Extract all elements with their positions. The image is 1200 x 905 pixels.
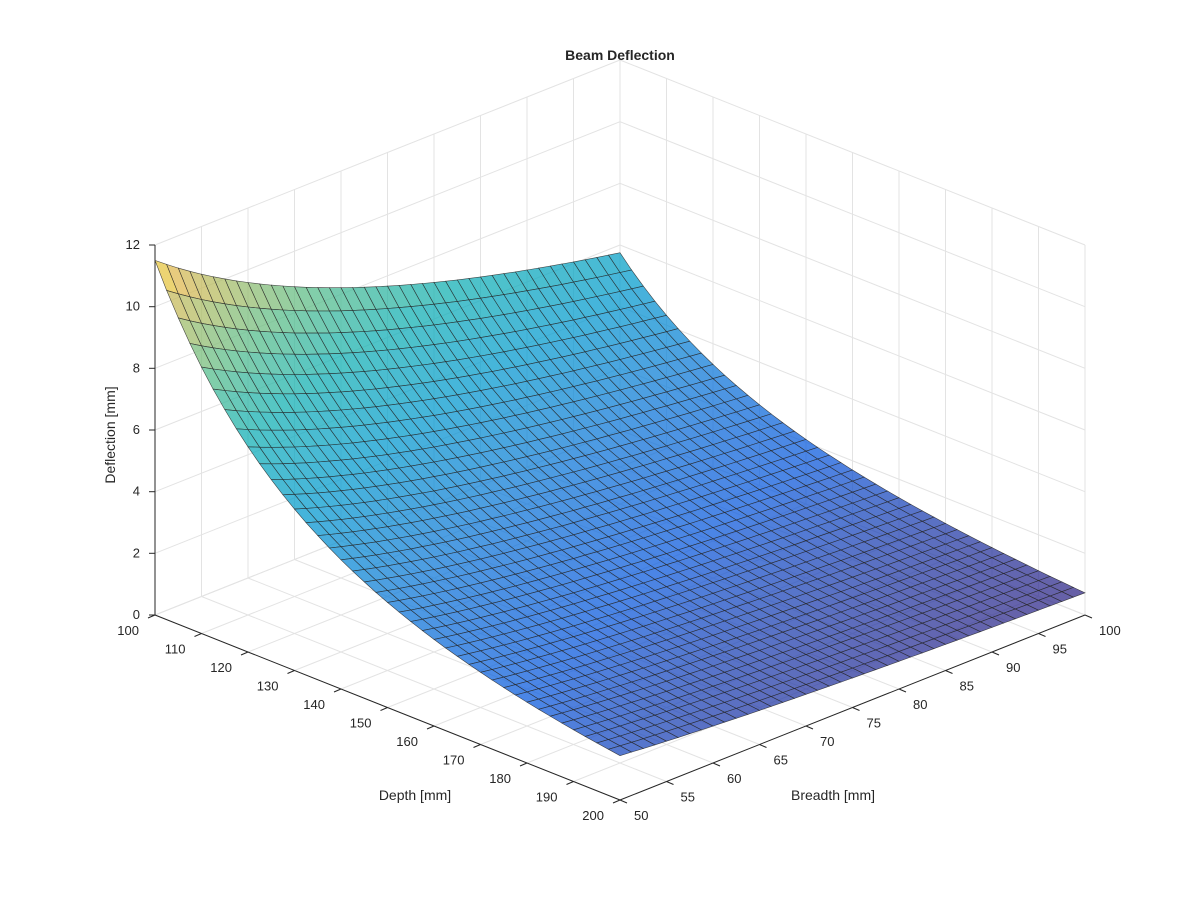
y-tick-mark xyxy=(194,633,202,637)
x-tick-label: 60 xyxy=(727,771,741,786)
x-tick-label: 95 xyxy=(1053,642,1067,657)
x-tick-label: 50 xyxy=(634,808,648,823)
y-tick-label: 130 xyxy=(257,679,279,694)
y-tick-mark xyxy=(566,781,574,785)
y-tick-label: 190 xyxy=(536,790,558,805)
y-tick-mark xyxy=(333,688,342,693)
x-tick-mark xyxy=(666,781,674,785)
y-axis-title: Depth [mm] xyxy=(379,787,451,803)
z-tick-label: 0 xyxy=(133,607,140,622)
y-tick-mark xyxy=(426,725,435,730)
wall-grid-z xyxy=(154,121,621,308)
x-tick-mark xyxy=(759,744,767,748)
y-tick-mark xyxy=(287,670,295,674)
x-tick-mark xyxy=(991,651,1000,656)
x-tick-label: 65 xyxy=(774,753,788,768)
wall-grid-z2 xyxy=(619,244,1086,431)
axes xyxy=(147,244,1093,804)
x-tick-label: 80 xyxy=(913,697,927,712)
x-tick-label: 75 xyxy=(867,716,881,731)
y-tick-mark xyxy=(240,651,249,656)
y-tick-label: 120 xyxy=(210,660,232,675)
y-tick-label: 180 xyxy=(489,771,511,786)
x-tick-mark xyxy=(1038,633,1046,637)
y-tick-label: 160 xyxy=(396,734,418,749)
y-tick-mark xyxy=(473,744,481,748)
y-tick-label: 110 xyxy=(165,642,186,657)
wall-grid-z2 xyxy=(619,121,1086,308)
z-tick-label: 4 xyxy=(133,484,140,499)
y-tick-label: 170 xyxy=(443,753,465,768)
wall-grid-z2 xyxy=(619,59,1086,246)
x-tick-label: 100 xyxy=(1099,623,1121,638)
z-tick-label: 10 xyxy=(126,299,140,314)
chart-title: Beam Deflection xyxy=(565,47,675,63)
x-tick-mark xyxy=(619,799,628,804)
wall-grid-z2 xyxy=(619,182,1086,369)
z-axis-title: Deflection [mm] xyxy=(102,386,118,483)
x-tick-mark xyxy=(898,688,907,693)
surface-cell xyxy=(607,745,633,757)
x-axis-title: Breadth [mm] xyxy=(791,787,875,803)
y-tick-mark xyxy=(612,799,621,804)
x-tick-mark xyxy=(945,670,953,674)
z-tick-label: 6 xyxy=(133,422,140,437)
y-tick-label: 140 xyxy=(303,697,325,712)
y-tick-label: 200 xyxy=(582,808,604,823)
tick-labels: 5055606570758085909510010011012013014015… xyxy=(117,237,1120,823)
x-tick-mark xyxy=(1084,614,1093,619)
x-tick-label: 85 xyxy=(960,679,974,694)
x-tick-label: 55 xyxy=(681,790,695,805)
x-tick-label: 70 xyxy=(820,734,834,749)
z-tick-label: 8 xyxy=(133,360,140,375)
x-tick-label: 90 xyxy=(1006,660,1020,675)
wall-grid-z xyxy=(154,59,621,246)
x-tick-mark xyxy=(712,762,721,767)
x-tick-mark xyxy=(852,707,860,711)
z-tick-label: 2 xyxy=(133,545,140,560)
y-tick-label: 100 xyxy=(117,623,139,638)
surface-mesh xyxy=(154,252,1086,757)
y-tick-label: 150 xyxy=(350,716,372,731)
y-tick-mark xyxy=(380,707,388,711)
wall-grid-z2 xyxy=(619,306,1086,493)
z-tick-label: 12 xyxy=(126,237,140,252)
y-tick-mark xyxy=(519,762,528,767)
x-tick-mark xyxy=(805,725,814,730)
